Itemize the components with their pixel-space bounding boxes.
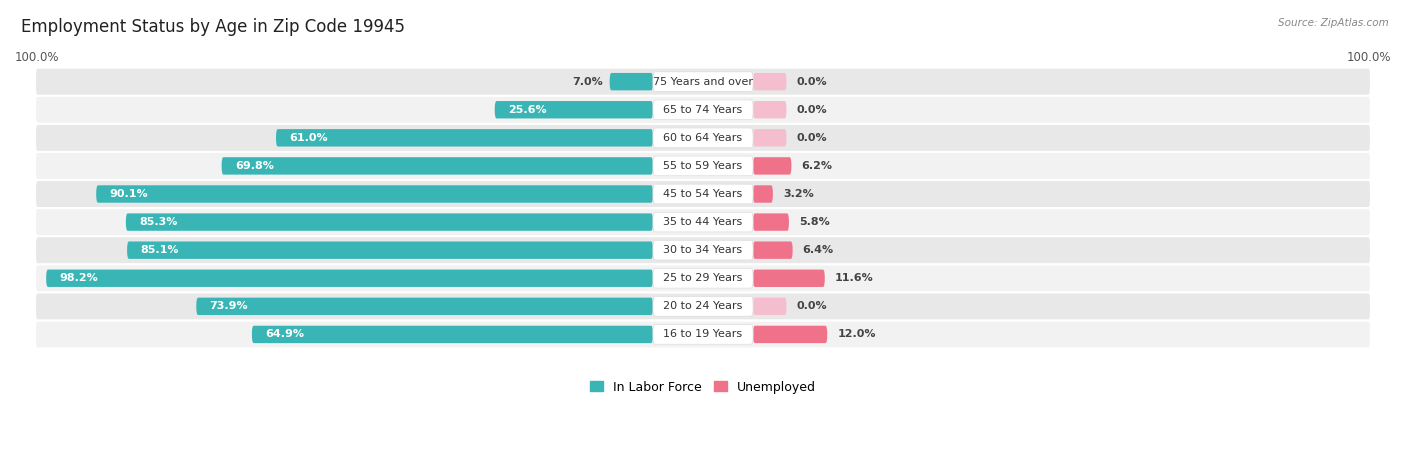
Text: 16 to 19 Years: 16 to 19 Years	[664, 329, 742, 340]
FancyBboxPatch shape	[35, 292, 1371, 320]
FancyBboxPatch shape	[96, 185, 652, 202]
FancyBboxPatch shape	[754, 129, 786, 147]
FancyBboxPatch shape	[754, 157, 792, 175]
FancyBboxPatch shape	[754, 185, 773, 202]
FancyBboxPatch shape	[35, 180, 1371, 208]
FancyBboxPatch shape	[652, 184, 754, 204]
Text: 61.0%: 61.0%	[290, 133, 328, 143]
FancyBboxPatch shape	[754, 270, 825, 287]
Text: 11.6%: 11.6%	[835, 273, 873, 283]
FancyBboxPatch shape	[652, 268, 754, 288]
Text: 100.0%: 100.0%	[1347, 51, 1391, 64]
FancyBboxPatch shape	[35, 264, 1371, 292]
Text: 25 to 29 Years: 25 to 29 Years	[664, 273, 742, 283]
FancyBboxPatch shape	[754, 298, 786, 315]
FancyBboxPatch shape	[652, 128, 754, 147]
FancyBboxPatch shape	[35, 236, 1371, 264]
FancyBboxPatch shape	[197, 298, 652, 315]
FancyBboxPatch shape	[35, 320, 1371, 349]
FancyBboxPatch shape	[652, 100, 754, 120]
FancyBboxPatch shape	[652, 240, 754, 260]
FancyBboxPatch shape	[652, 156, 754, 176]
Text: 85.3%: 85.3%	[139, 217, 177, 227]
FancyBboxPatch shape	[754, 241, 793, 259]
FancyBboxPatch shape	[46, 270, 652, 287]
FancyBboxPatch shape	[754, 326, 827, 343]
Text: 90.1%: 90.1%	[110, 189, 148, 199]
Text: 30 to 34 Years: 30 to 34 Years	[664, 245, 742, 255]
FancyBboxPatch shape	[754, 101, 786, 119]
Text: 20 to 24 Years: 20 to 24 Years	[664, 301, 742, 311]
FancyBboxPatch shape	[652, 212, 754, 232]
FancyBboxPatch shape	[610, 73, 652, 90]
Text: 55 to 59 Years: 55 to 59 Years	[664, 161, 742, 171]
Text: 0.0%: 0.0%	[797, 77, 827, 87]
FancyBboxPatch shape	[35, 208, 1371, 236]
Text: 25.6%: 25.6%	[508, 105, 547, 115]
Text: 35 to 44 Years: 35 to 44 Years	[664, 217, 742, 227]
FancyBboxPatch shape	[127, 213, 652, 231]
Text: Source: ZipAtlas.com: Source: ZipAtlas.com	[1278, 18, 1389, 28]
FancyBboxPatch shape	[35, 96, 1371, 124]
Text: 3.2%: 3.2%	[783, 189, 814, 199]
Text: Employment Status by Age in Zip Code 19945: Employment Status by Age in Zip Code 199…	[21, 18, 405, 36]
Text: 6.2%: 6.2%	[801, 161, 832, 171]
FancyBboxPatch shape	[652, 72, 754, 92]
FancyBboxPatch shape	[35, 68, 1371, 96]
FancyBboxPatch shape	[127, 241, 652, 259]
Text: 65 to 74 Years: 65 to 74 Years	[664, 105, 742, 115]
Text: 100.0%: 100.0%	[15, 51, 59, 64]
Legend: In Labor Force, Unemployed: In Labor Force, Unemployed	[585, 376, 821, 399]
Text: 0.0%: 0.0%	[797, 105, 827, 115]
FancyBboxPatch shape	[652, 325, 754, 344]
Text: 5.8%: 5.8%	[799, 217, 830, 227]
FancyBboxPatch shape	[276, 129, 652, 147]
Text: 7.0%: 7.0%	[572, 77, 603, 87]
Text: 0.0%: 0.0%	[797, 133, 827, 143]
Text: 60 to 64 Years: 60 to 64 Years	[664, 133, 742, 143]
FancyBboxPatch shape	[35, 152, 1371, 180]
Text: 85.1%: 85.1%	[141, 245, 179, 255]
Text: 6.4%: 6.4%	[803, 245, 834, 255]
Text: 12.0%: 12.0%	[837, 329, 876, 340]
Text: 73.9%: 73.9%	[209, 301, 249, 311]
Text: 0.0%: 0.0%	[797, 301, 827, 311]
Text: 98.2%: 98.2%	[59, 273, 98, 283]
Text: 69.8%: 69.8%	[235, 161, 274, 171]
Text: 64.9%: 64.9%	[266, 329, 304, 340]
FancyBboxPatch shape	[252, 326, 652, 343]
FancyBboxPatch shape	[495, 101, 652, 119]
Text: 75 Years and over: 75 Years and over	[652, 77, 754, 87]
FancyBboxPatch shape	[754, 73, 786, 90]
FancyBboxPatch shape	[754, 213, 789, 231]
FancyBboxPatch shape	[652, 296, 754, 316]
FancyBboxPatch shape	[222, 157, 652, 175]
Text: 45 to 54 Years: 45 to 54 Years	[664, 189, 742, 199]
FancyBboxPatch shape	[35, 124, 1371, 152]
